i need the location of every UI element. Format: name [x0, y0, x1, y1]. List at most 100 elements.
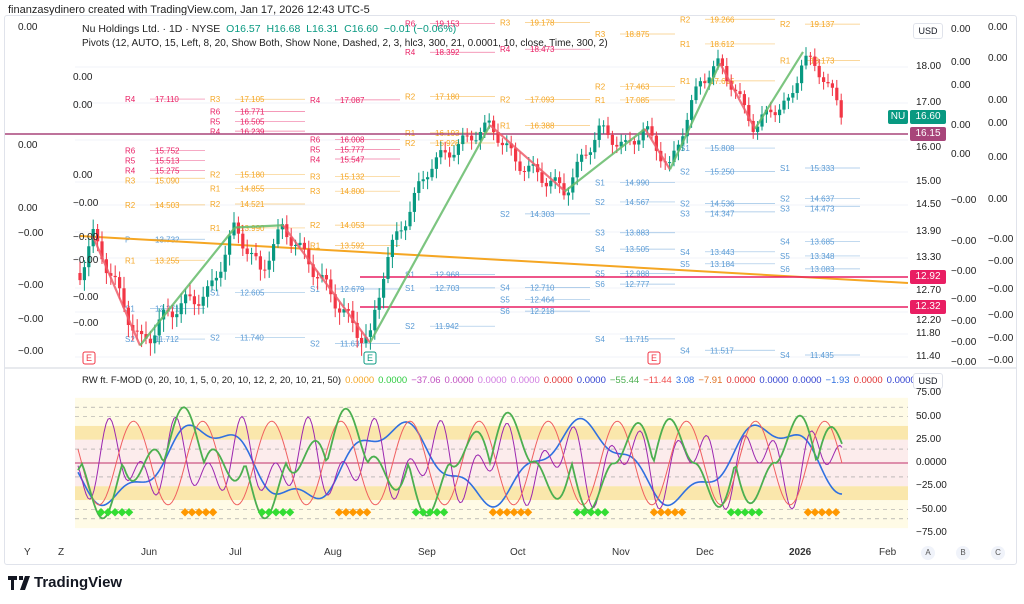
osc-signal-diamond [593, 508, 603, 517]
candle-body [404, 226, 408, 231]
pivot-level-value: 19.266 [710, 15, 735, 24]
osc-value: 0.0000 [792, 375, 822, 386]
pivot-level-value: 18.612 [710, 40, 735, 49]
candle-body [509, 143, 513, 149]
candle-body [373, 309, 377, 331]
pivot-level-value: 14.855 [240, 185, 265, 194]
osc-signal-diamond [201, 508, 211, 517]
x-axis-label: 2026 [789, 547, 812, 558]
candle-body [452, 154, 456, 158]
zero-label: 0.00 [951, 24, 971, 35]
price-tick: 12.20 [916, 315, 942, 326]
osc-value: −55.44 [609, 375, 640, 386]
pivot-level-name: S1 [310, 285, 320, 294]
zero-label: −0.00 [951, 316, 977, 327]
pivot-level-name: R3 [310, 172, 321, 181]
currency-button[interactable]: USD [913, 23, 943, 39]
osc-value: 0.0000 [886, 375, 916, 386]
osc-tick: −50.00 [916, 503, 947, 515]
pivot-level-value: 12.968 [435, 271, 460, 280]
candle-body [778, 109, 782, 116]
candle-body [707, 77, 711, 84]
candle-body [725, 65, 729, 82]
pivot-level-name: R1 [780, 56, 791, 65]
candle-body [553, 177, 557, 181]
osc-value: 0.0000 [543, 375, 573, 386]
pivot-level-name: R5 [210, 117, 221, 126]
osc-currency-button[interactable]: USD [913, 373, 943, 389]
pivot-level-name: S3 [595, 229, 605, 238]
zero-label: 0.00 [73, 72, 93, 83]
candle-body [782, 100, 786, 110]
zero-label: −0.00 [951, 294, 977, 305]
candle-body [280, 224, 284, 230]
candle-body [835, 87, 839, 101]
candle-body [219, 271, 223, 278]
low-value: L16.31 [306, 23, 339, 35]
pivot-level-value: 15.547 [340, 156, 365, 165]
symbol-legend[interactable]: Nu Holdings Ltd. · 1D · NYSE O16.57 H16.… [82, 23, 456, 35]
scale-button-c[interactable]: C [991, 546, 1005, 560]
candle-body [333, 294, 337, 309]
osc-purple-line [77, 415, 843, 511]
pivot-level-value: 11.740 [240, 333, 264, 342]
pivot-level-name: R3 [500, 19, 511, 28]
x-axis-label: Feb [879, 547, 897, 558]
pivot-level-name: S4 [780, 351, 790, 360]
candle-body [426, 177, 430, 180]
pivot-level-name: S2 [210, 333, 220, 342]
zigzag-segment [564, 128, 646, 193]
candle-body [720, 58, 724, 66]
earnings-marker[interactable] [82, 351, 96, 365]
pivot-level-value: 13.443 [710, 248, 735, 257]
candle-body [610, 134, 614, 145]
candle-body [756, 126, 760, 132]
zero-label: −0.00 [988, 355, 1014, 366]
osc-signal-diamond [334, 508, 344, 517]
pivot-level-value: 19.178 [530, 19, 555, 28]
zero-label: −0.00 [18, 346, 44, 357]
candle-body [742, 94, 746, 106]
candle-body [148, 338, 152, 344]
zero-label: 0.00 [18, 140, 38, 151]
candle-body [773, 112, 777, 116]
candle-body [769, 109, 773, 113]
candle-body [839, 100, 843, 118]
candle-body [430, 168, 434, 178]
candle-body [386, 257, 390, 279]
candle-body [223, 254, 227, 272]
pivots-legend[interactable]: Pivots (12, AUTO, 15, Left, 8, 20, Show … [82, 38, 608, 49]
candle-body [632, 141, 636, 145]
zero-label: −0.00 [73, 232, 99, 243]
candle-body [685, 119, 689, 137]
zero-label: 0.00 [988, 95, 1008, 106]
zero-label: 0.00 [988, 152, 1008, 163]
pivot-level-name: P [125, 235, 130, 244]
x-axis-label: Nov [612, 547, 630, 558]
earnings-marker[interactable] [363, 351, 377, 365]
pivot-level-name: R5 [125, 156, 136, 165]
candle-body [289, 237, 293, 246]
pivot-level-name: R4 [310, 156, 321, 165]
osc-value: 0.0000 [444, 375, 474, 386]
earnings-marker[interactable] [647, 351, 661, 365]
price-pane[interactable] [75, 16, 908, 368]
zero-label: −0.00 [988, 284, 1014, 295]
candle-body [316, 277, 320, 279]
osc-tick: 75.00 [916, 387, 942, 399]
pivot-level-name: R1 [210, 185, 221, 194]
scale-button-b[interactable]: B [956, 546, 970, 560]
zigzag-segment [644, 128, 671, 170]
osc-upper-band [75, 425, 908, 440]
pivot-level-value: 12.464 [530, 295, 555, 304]
scale-button-a[interactable]: A [921, 546, 935, 560]
candle-body [175, 314, 179, 318]
candle-body [672, 150, 676, 163]
trend-line[interactable] [79, 235, 909, 284]
zero-label: −0.00 [988, 333, 1014, 344]
candle-body [483, 122, 487, 133]
osc-signal-diamond [572, 508, 582, 517]
oscillator-legend[interactable]: RW ft. F-MOD (0, 20, 10, 1, 5, 0, 20, 10… [82, 375, 916, 386]
price-label: 16.60 [910, 110, 946, 124]
